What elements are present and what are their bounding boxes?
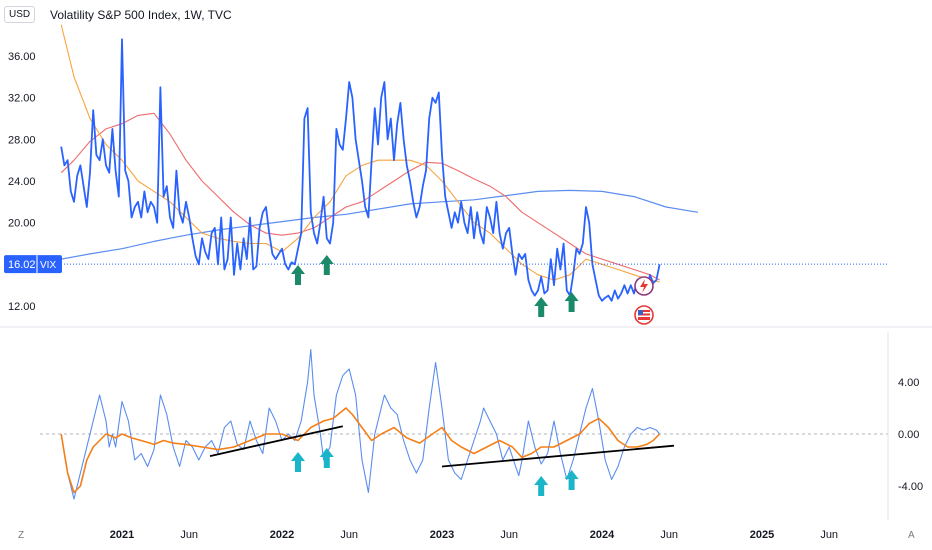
x-tick-label: 2024 (590, 529, 615, 541)
x-axis: 2021 Jun 2022 Jun 2023 Jun 2024 Jun 2025 Jun (110, 529, 838, 541)
oscillator-arrow-marker-shape (534, 476, 549, 496)
oscillator-arrow-marker (319, 448, 334, 468)
series-line-osc_fast (60, 348, 661, 500)
price-tick-label: 12.00 (8, 301, 36, 313)
price-arrow-marker-shape (534, 297, 549, 317)
price-arrow-marker-shape (291, 265, 305, 285)
x-tick-label: Jun (820, 529, 838, 541)
price-arrow-marker (564, 292, 579, 312)
price-arrow-marker (534, 297, 549, 317)
last-price-badge: 16.02 VIX (4, 255, 62, 274)
x-tick-label: Jun (660, 529, 678, 541)
x-tick-label: 2023 (430, 529, 454, 541)
oscillator-arrow-marker (534, 476, 549, 496)
x-tick-label: Jun (500, 529, 518, 541)
oscillator-tick-label: 4.00 (898, 377, 919, 389)
last-price-badge-bg (4, 255, 62, 274)
bolt-event-icon (634, 276, 654, 296)
x-tick-label: Jun (340, 529, 358, 541)
us-flag-event-icon (634, 305, 654, 325)
price-panel: 36.00 32.00 28.00 24.00 20.00 12.00 16.02 VIX (4, 24, 888, 325)
oscillator-tick-label: 0.00 (898, 429, 919, 441)
last-price-symbol: VIX (40, 260, 56, 271)
us-flag-event-icon-stripe (638, 315, 650, 317)
oscillator-arrow-marker-shape (291, 452, 305, 472)
oscillator-panel: 4.00 0.00 -4.00 (40, 332, 923, 520)
corner-right-label[interactable]: A (908, 530, 915, 541)
last-price-value: 16.02 (8, 259, 36, 271)
price-tick-label: 36.00 (8, 51, 36, 63)
oscillator-trendline (441, 444, 675, 468)
x-tick-label: Jun (180, 529, 198, 541)
price-tick-label: 32.00 (8, 93, 36, 105)
bolt-event-icon-glyph (640, 279, 648, 293)
chart-title: Volatility S&P 500 Index, 1W, TVC (50, 8, 232, 22)
x-tick-label: 2025 (750, 529, 774, 541)
us-flag-event-icon-canton (638, 310, 643, 315)
oscillator-arrow-marker (291, 452, 305, 472)
currency-unit-label[interactable]: USD (4, 6, 36, 23)
price-arrow-marker (319, 255, 334, 275)
oscillator-trendline (209, 425, 343, 457)
corner-left-label[interactable]: Z (18, 530, 24, 541)
series-line-ma_blue (61, 189, 699, 260)
oscillator-arrow-marker (564, 470, 579, 490)
oscillator-tick-label: -4.00 (898, 481, 923, 493)
price-tick-label: 28.00 (8, 134, 36, 146)
price-tick-label: 20.00 (8, 218, 36, 230)
series-line-ma_orange (60, 24, 660, 283)
series-line-ma_red (60, 112, 660, 281)
series-line-osc_slow (60, 407, 661, 494)
series-line-price (60, 38, 661, 302)
price-tick-label: 24.00 (8, 176, 36, 188)
us-flag-event-icon-stripe (638, 312, 650, 314)
price-arrow-marker (291, 265, 305, 285)
x-tick-label: 2021 (110, 529, 134, 541)
price-arrow-marker-shape (319, 255, 334, 275)
x-tick-label: 2022 (270, 529, 294, 541)
us-flag-event-icon-field (638, 310, 650, 320)
oscillator-arrow-marker-shape (564, 470, 579, 490)
price-arrow-marker-shape (564, 292, 579, 312)
oscillator-arrow-marker-shape (319, 448, 334, 468)
